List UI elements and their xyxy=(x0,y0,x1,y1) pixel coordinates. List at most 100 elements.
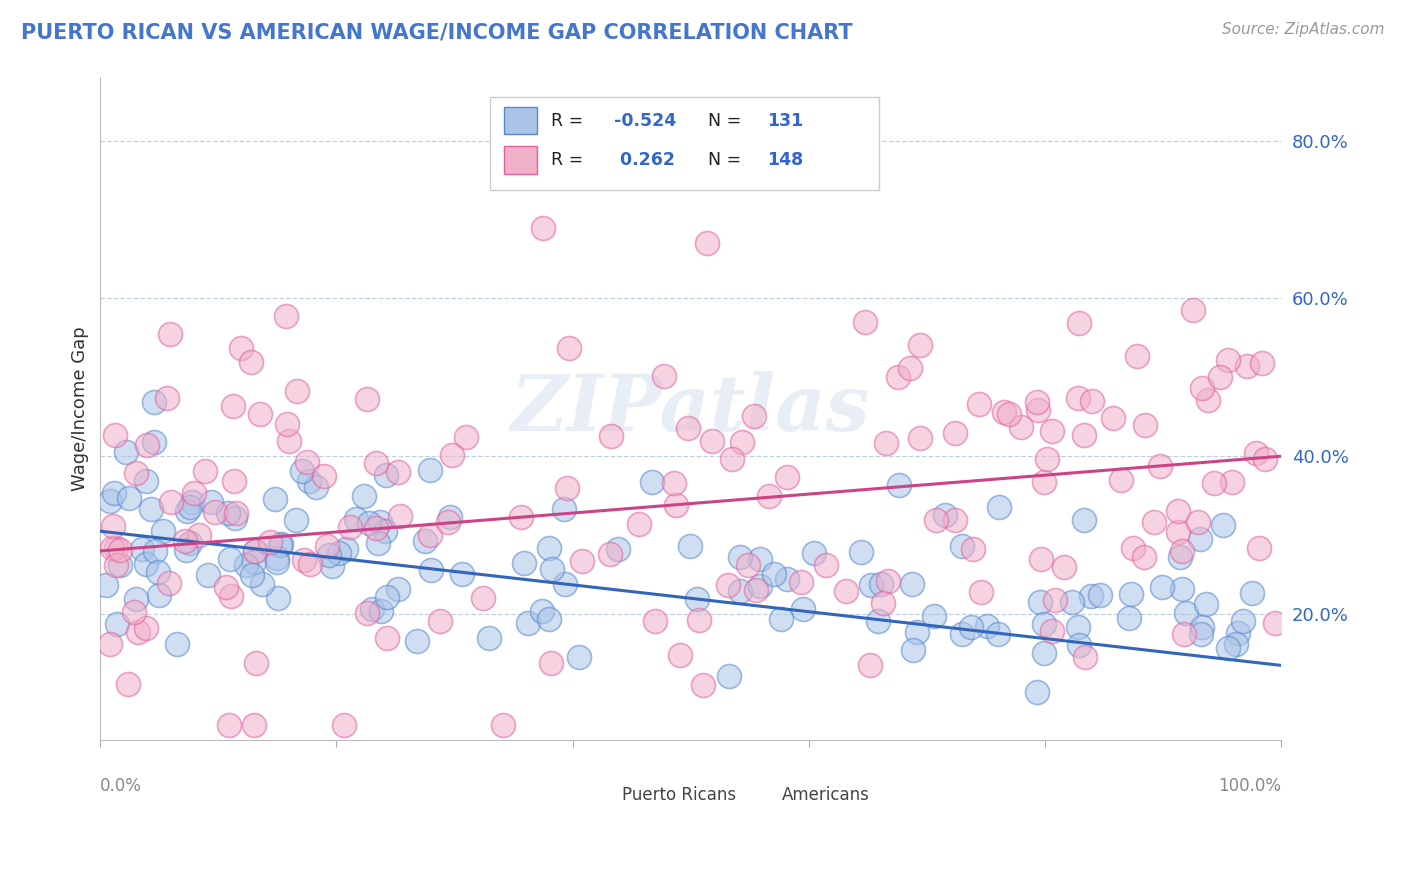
Point xyxy=(419,563,441,577)
Point xyxy=(1031,551,1053,566)
Point xyxy=(737,558,759,572)
Point xyxy=(356,606,378,620)
Point xyxy=(415,534,437,549)
Point xyxy=(96,578,118,592)
Point xyxy=(1040,624,1063,639)
Point xyxy=(245,544,267,558)
Text: 0.262: 0.262 xyxy=(614,152,675,169)
Point xyxy=(717,578,740,592)
Point xyxy=(868,614,890,628)
Point xyxy=(250,577,273,591)
Text: 100.0%: 100.0% xyxy=(1218,777,1281,795)
Point xyxy=(776,572,799,586)
Point xyxy=(1101,410,1123,425)
Point xyxy=(117,677,139,691)
Point xyxy=(1149,458,1171,473)
Point xyxy=(1171,582,1194,597)
Point xyxy=(652,368,675,383)
Point xyxy=(173,534,195,549)
Point xyxy=(908,338,931,352)
Point xyxy=(696,236,718,251)
Point xyxy=(1060,594,1083,608)
Point xyxy=(1240,586,1263,600)
Point xyxy=(1204,476,1226,491)
Point xyxy=(998,407,1021,421)
Point xyxy=(1010,420,1032,434)
Point xyxy=(1171,544,1194,558)
Point xyxy=(718,669,741,683)
Point xyxy=(124,605,146,619)
Point xyxy=(1188,532,1211,546)
Point xyxy=(243,717,266,731)
Point xyxy=(889,478,911,492)
Point xyxy=(749,551,772,566)
FancyBboxPatch shape xyxy=(505,107,537,135)
Point xyxy=(478,632,501,646)
Point xyxy=(1133,549,1156,564)
Point xyxy=(353,489,375,503)
Point xyxy=(143,394,166,409)
Point xyxy=(568,650,591,665)
Point xyxy=(721,452,744,467)
Point xyxy=(179,500,201,515)
Point xyxy=(98,637,121,651)
Point xyxy=(908,431,931,445)
Point xyxy=(375,590,398,604)
Point xyxy=(259,535,281,549)
Point xyxy=(835,583,858,598)
Point xyxy=(219,552,242,566)
Point xyxy=(1069,316,1091,330)
Point xyxy=(1067,638,1090,652)
Point xyxy=(204,505,226,519)
Point xyxy=(731,434,754,449)
Point xyxy=(877,574,900,589)
Text: 131: 131 xyxy=(768,112,804,129)
Point xyxy=(1236,359,1258,374)
Point xyxy=(103,519,125,533)
Point xyxy=(1182,303,1205,318)
Point xyxy=(571,554,593,568)
Point xyxy=(266,551,288,566)
Point xyxy=(1232,615,1254,629)
Point xyxy=(139,502,162,516)
Point xyxy=(267,591,290,605)
Point xyxy=(758,489,780,503)
Point xyxy=(901,577,924,591)
Point xyxy=(1167,504,1189,518)
Point xyxy=(298,474,321,488)
Point xyxy=(159,327,181,342)
Point xyxy=(517,616,540,631)
Point xyxy=(1043,593,1066,607)
Point xyxy=(103,486,125,500)
Point xyxy=(1029,595,1052,609)
Point xyxy=(148,588,170,602)
Text: Source: ZipAtlas.com: Source: ZipAtlas.com xyxy=(1222,22,1385,37)
FancyBboxPatch shape xyxy=(744,783,773,806)
Point xyxy=(292,553,315,567)
Point xyxy=(115,445,138,459)
Point xyxy=(744,582,766,597)
Point xyxy=(1032,475,1054,490)
Point xyxy=(276,309,298,323)
Point xyxy=(437,515,460,529)
Point xyxy=(297,455,319,469)
Point xyxy=(512,556,534,570)
Point xyxy=(1175,606,1198,620)
Point xyxy=(728,583,751,598)
Point xyxy=(269,538,291,552)
Point xyxy=(1152,581,1174,595)
Point xyxy=(1212,517,1234,532)
Point xyxy=(875,435,897,450)
Point xyxy=(1173,626,1195,640)
Point xyxy=(225,506,247,520)
Point xyxy=(276,417,298,431)
Point xyxy=(1088,588,1111,602)
Point xyxy=(135,558,157,572)
Point xyxy=(1251,356,1274,370)
Point xyxy=(1109,474,1132,488)
Y-axis label: Wage/Income Gap: Wage/Income Gap xyxy=(72,326,89,491)
Point xyxy=(664,475,686,490)
Point xyxy=(183,486,205,500)
Point xyxy=(509,509,531,524)
Point xyxy=(905,624,928,639)
